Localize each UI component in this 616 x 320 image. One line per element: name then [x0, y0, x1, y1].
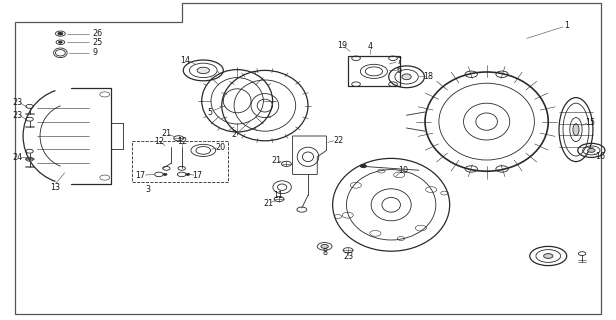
Circle shape [186, 173, 190, 175]
Text: 16: 16 [596, 152, 606, 161]
Ellipse shape [543, 253, 553, 259]
Text: 20: 20 [216, 143, 225, 152]
Ellipse shape [402, 74, 411, 80]
Text: 3: 3 [145, 185, 150, 194]
Text: 24: 24 [12, 153, 22, 162]
Text: 1: 1 [564, 21, 569, 30]
Circle shape [360, 164, 367, 168]
Text: 2: 2 [232, 130, 237, 139]
Text: 5: 5 [207, 108, 212, 116]
Text: 14: 14 [180, 56, 190, 65]
Text: 22: 22 [334, 136, 344, 145]
Text: 13: 13 [51, 183, 60, 192]
Text: 19: 19 [337, 41, 347, 50]
Text: 21: 21 [263, 199, 273, 208]
Text: 17: 17 [192, 171, 202, 180]
Text: 23: 23 [343, 252, 353, 261]
Text: 8: 8 [322, 248, 327, 257]
Text: 9: 9 [93, 48, 98, 57]
Text: 17: 17 [136, 171, 145, 180]
Ellipse shape [573, 124, 579, 136]
Circle shape [321, 244, 328, 248]
Ellipse shape [197, 67, 209, 74]
Text: 15: 15 [585, 118, 595, 127]
Text: 4: 4 [368, 42, 373, 51]
Circle shape [163, 173, 167, 175]
Circle shape [58, 32, 63, 35]
Text: 21: 21 [161, 129, 171, 138]
Text: 26: 26 [92, 29, 102, 38]
Circle shape [588, 148, 595, 152]
Text: 12: 12 [177, 137, 187, 146]
Text: 23: 23 [12, 98, 22, 107]
Text: 21: 21 [271, 156, 281, 164]
Text: 23: 23 [12, 111, 22, 120]
Text: 6: 6 [397, 66, 402, 75]
Text: 10: 10 [399, 166, 408, 175]
Text: 7: 7 [397, 57, 402, 66]
Text: 11: 11 [274, 191, 283, 200]
Text: 25: 25 [92, 38, 102, 47]
Text: 18: 18 [423, 72, 433, 81]
Circle shape [59, 41, 62, 43]
Text: 12: 12 [154, 137, 164, 146]
